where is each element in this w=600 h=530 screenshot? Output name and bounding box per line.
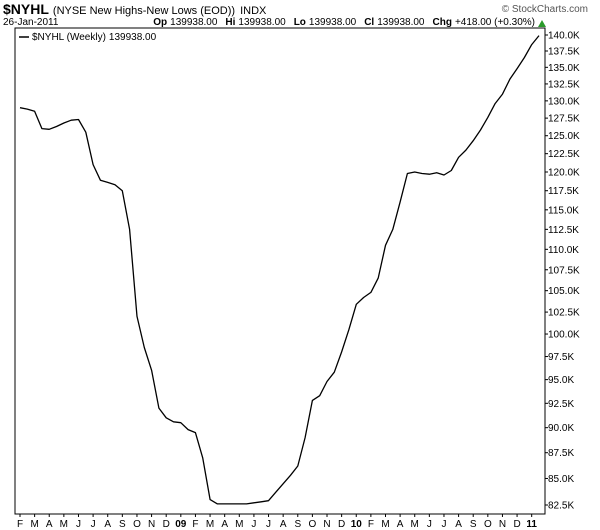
- y-tick-label: 102.5K: [548, 308, 580, 319]
- quote-line: Op 139938.00 Hi 139938.00 Lo 139938.00 Cl 13993…: [153, 17, 535, 28]
- quote-value: 139938.00: [377, 17, 425, 28]
- x-tick-label: S: [294, 519, 301, 530]
- x-tick-label: S: [119, 519, 126, 530]
- quote-value: 139938.00: [238, 17, 286, 28]
- x-tick-label: F: [368, 519, 374, 530]
- quote-label: Hi: [225, 17, 235, 28]
- x-tick-label: A: [104, 519, 111, 530]
- x-tick-label: A: [397, 519, 404, 530]
- y-tick-label: 117.5K: [548, 186, 579, 197]
- x-tick-label: A: [455, 519, 462, 530]
- chart-title: $NYHL: [3, 1, 49, 17]
- legend-label: $NYHL (Weekly): [32, 32, 106, 43]
- x-tick-label: 11: [526, 519, 537, 530]
- chart-subtitle: (NYSE New Highs-New Lows (EOD)): [53, 5, 235, 17]
- quote-label: Chg: [432, 17, 451, 28]
- x-tick-label: M: [235, 519, 243, 530]
- x-tick-label: D: [513, 519, 520, 530]
- x-tick-label: 09: [175, 519, 187, 530]
- quote-value: 139938.00: [309, 17, 357, 28]
- x-tick-label: D: [338, 519, 345, 530]
- y-tick-label: 90.0K: [548, 423, 574, 434]
- y-tick-label: 132.5K: [548, 79, 580, 90]
- x-tick-label: J: [427, 519, 432, 530]
- y-tick-label: 95.0K: [548, 375, 574, 386]
- quote-label: Cl: [364, 17, 374, 28]
- quote-label: Op: [153, 17, 167, 28]
- y-tick-label: 120.0K: [548, 167, 580, 178]
- x-tick-label: N: [148, 519, 155, 530]
- x-tick-label: J: [251, 519, 256, 530]
- y-tick-label: 82.5K: [548, 501, 574, 512]
- y-tick-label: 125.0K: [548, 131, 580, 142]
- x-tick-label: O: [484, 519, 492, 530]
- y-tick-label: 122.5K: [548, 149, 580, 160]
- y-tick-label: 130.0K: [548, 96, 580, 107]
- x-tick-label: J: [91, 519, 96, 530]
- plot-frame: [14, 27, 546, 515]
- x-tick-label: O: [133, 519, 141, 530]
- y-tick-label: 112.5K: [548, 225, 579, 236]
- y-tick-label: 85.0K: [548, 474, 574, 485]
- x-tick-label: F: [17, 519, 23, 530]
- y-tick-label: 135.0K: [548, 63, 580, 74]
- x-tick-label: D: [163, 519, 170, 530]
- x-tick-label: O: [309, 519, 317, 530]
- x-tick-label: M: [381, 519, 389, 530]
- header-line-1: $NYHL (NYSE New Highs-New Lows (EOD)) INDX: [3, 1, 267, 17]
- legend-value: 139938.00: [109, 32, 157, 43]
- y-tick-label: 107.5K: [548, 265, 580, 276]
- y-tick-label: 100.0K: [548, 330, 580, 341]
- y-tick-label: 105.0K: [548, 286, 580, 297]
- exchange: INDX: [240, 5, 267, 17]
- y-tick-label: 127.5K: [548, 114, 580, 125]
- legend-entry: $NYHL (Weekly) 139938.00: [32, 32, 157, 43]
- x-tick-label: M: [411, 519, 419, 530]
- x-tick-label: A: [221, 519, 228, 530]
- y-tick-label: 87.5K: [548, 448, 574, 459]
- x-tick-label: N: [323, 519, 330, 530]
- x-tick-label: J: [266, 519, 271, 530]
- x-tick-label: N: [499, 519, 506, 530]
- x-tick-label: A: [280, 519, 287, 530]
- y-tick-label: 115.0K: [548, 205, 579, 216]
- date: 26-Jan-2011: [3, 17, 59, 28]
- x-tick-label: 10: [351, 519, 363, 530]
- y-tick-label: 110.0K: [548, 245, 579, 256]
- credit: © StockCharts.com: [502, 4, 588, 15]
- quote-value: +418.00 (+0.30%): [455, 17, 535, 28]
- up-arrow: [538, 20, 546, 27]
- y-tick-label: 137.5K: [548, 47, 580, 58]
- x-tick-label: S: [470, 519, 477, 530]
- x-tick-label: M: [30, 519, 38, 530]
- x-tick-label: A: [46, 519, 53, 530]
- quote-value: 139938.00: [170, 17, 218, 28]
- y-tick-label: 140.0K: [548, 31, 580, 42]
- x-tick-label: M: [206, 519, 214, 530]
- y-tick-label: 92.5K: [548, 399, 574, 410]
- quote-label: Lo: [294, 17, 306, 28]
- x-tick-label: J: [76, 519, 81, 530]
- y-tick-label: 97.5K: [548, 352, 574, 363]
- x-tick-label: F: [192, 519, 198, 530]
- price-line: [19, 35, 540, 505]
- x-tick-label: M: [60, 519, 68, 530]
- x-tick-label: J: [441, 519, 446, 530]
